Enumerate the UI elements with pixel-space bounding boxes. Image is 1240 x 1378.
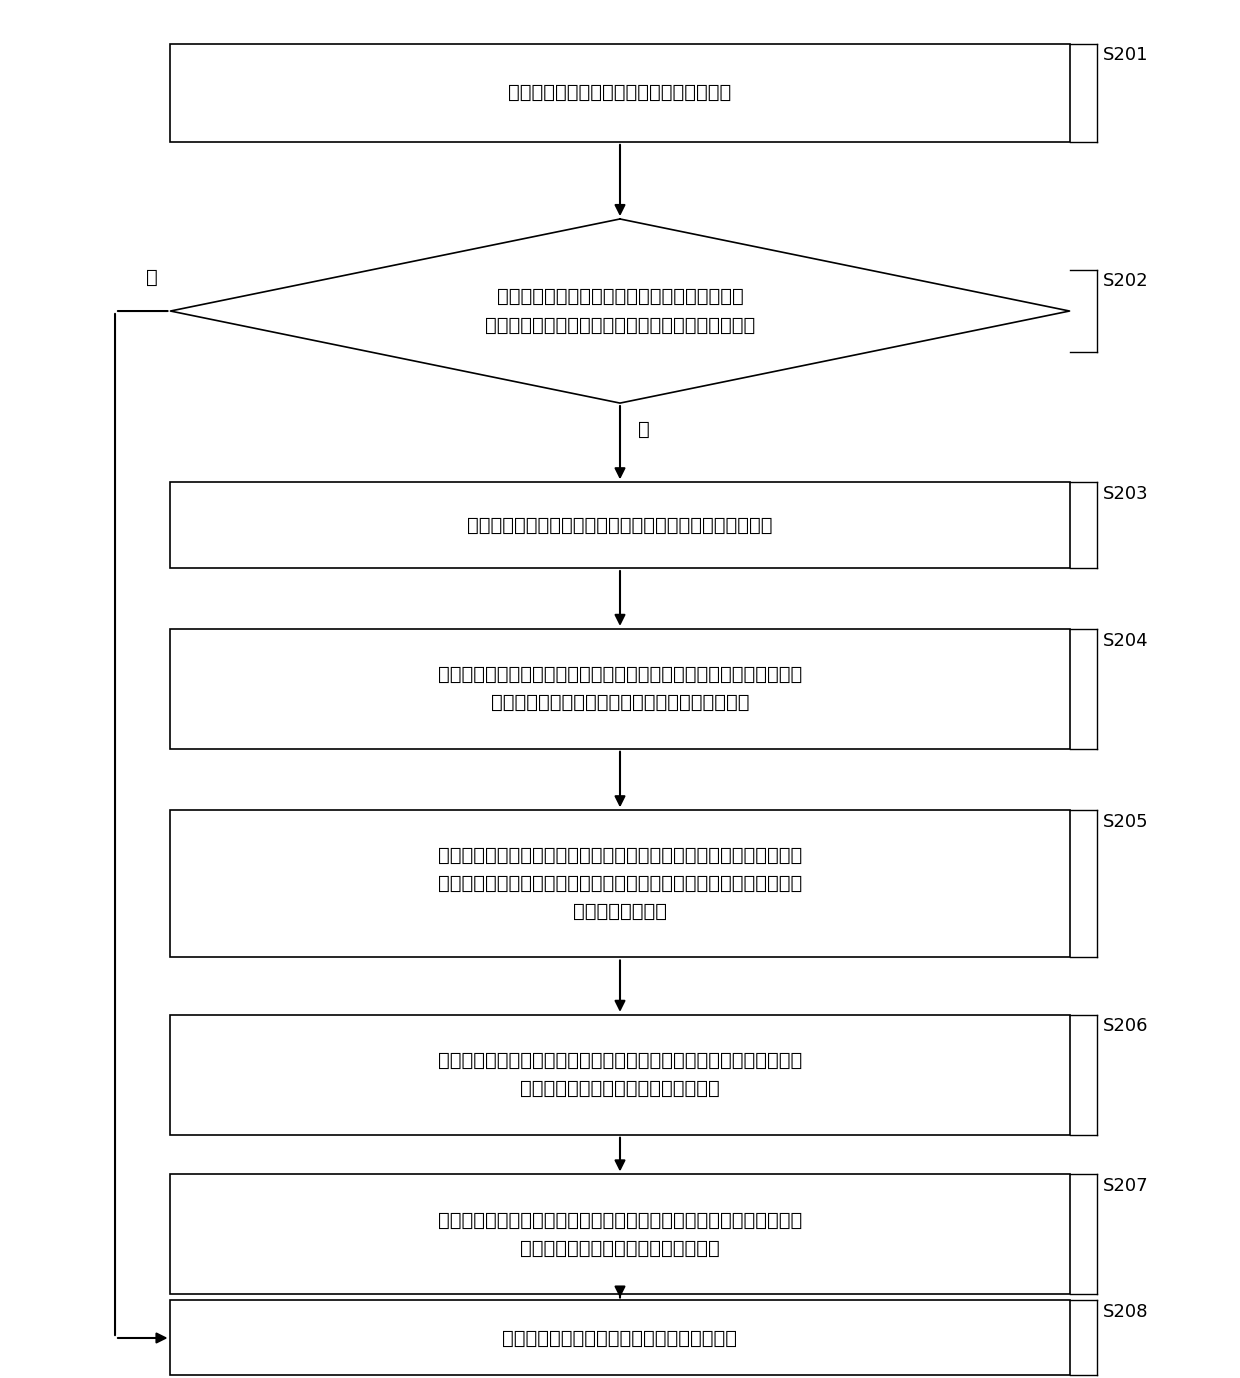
Text: S203: S203 bbox=[1102, 485, 1148, 503]
Text: S202: S202 bbox=[1102, 273, 1148, 291]
Text: S201: S201 bbox=[1102, 47, 1148, 65]
Text: S206: S206 bbox=[1102, 1017, 1148, 1035]
Text: 根据该连接状态，终端将通用串行总线接口的识别引脚设置成输入上拉
的预设数据传输模式，以进行数据传输: 根据该连接状态，终端将通用串行总线接口的识别引脚设置成输入上拉 的预设数据传输模… bbox=[438, 1051, 802, 1098]
Text: 终端检测预设数据传输控制开关的工作状态: 终端检测预设数据传输控制开关的工作状态 bbox=[508, 83, 732, 102]
Text: S205: S205 bbox=[1102, 813, 1148, 831]
Text: 是: 是 bbox=[146, 267, 159, 287]
FancyBboxPatch shape bbox=[170, 810, 1070, 958]
FancyBboxPatch shape bbox=[170, 44, 1070, 142]
Text: 否: 否 bbox=[639, 419, 650, 438]
FancyBboxPatch shape bbox=[170, 628, 1070, 748]
Text: S207: S207 bbox=[1102, 1177, 1148, 1195]
Text: 终端保持预设数据传输控制开关处于连接状态: 终端保持预设数据传输控制开关处于连接状态 bbox=[502, 1328, 738, 1348]
Text: S204: S204 bbox=[1102, 631, 1148, 649]
Text: S208: S208 bbox=[1102, 1304, 1148, 1322]
FancyBboxPatch shape bbox=[170, 1014, 1070, 1134]
Text: 若检测出该预设数据传输控制开关的工作状态为
连接状态，则终端检测是否进行预设类别的数据传输: 若检测出该预设数据传输控制开关的工作状态为 连接状态，则终端检测是否进行预设类别… bbox=[485, 287, 755, 335]
FancyBboxPatch shape bbox=[170, 1301, 1070, 1375]
FancyBboxPatch shape bbox=[170, 1174, 1070, 1294]
FancyBboxPatch shape bbox=[170, 482, 1070, 568]
Text: 终端将该预设数据传输控制开关由连接状态切换到断开状态: 终端将该预设数据传输控制开关由连接状态切换到断开状态 bbox=[467, 515, 773, 535]
Text: 若检测到终端已完成预设类别的数据传输操作，则终端将该预设数据传
输控制开关由连接状态切换到断开状态: 若检测到终端已完成预设类别的数据传输操作，则终端将该预设数据传 输控制开关由连接… bbox=[438, 1211, 802, 1258]
Text: 根据该断开状态，终端将通用串行总线接口的识别引脚设置成输出为低
电平的通用输入输出接口模式，以对终端进行充电: 根据该断开状态，终端将通用串行总线接口的识别引脚设置成输出为低 电平的通用输入输… bbox=[438, 666, 802, 712]
Text: 若接收到用户输入的用于指示将该预设数据传输控制开关由断开状态切
换到连接状态的第一指令，则按照该第一指令将该预设数据传输控制开
关切换到连接状态: 若接收到用户输入的用于指示将该预设数据传输控制开关由断开状态切 换到连接状态的第… bbox=[438, 846, 802, 922]
